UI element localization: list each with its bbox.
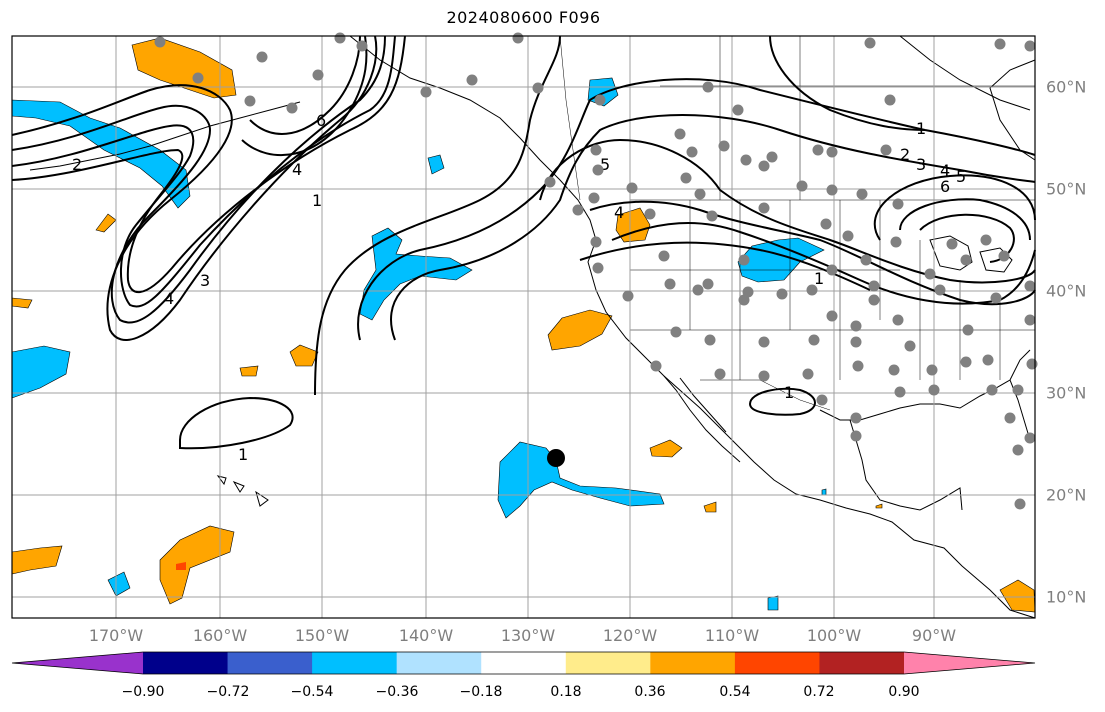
colorbar-cell bbox=[565, 652, 651, 674]
graticule bbox=[12, 36, 1035, 618]
colorbar-extend-min bbox=[12, 652, 143, 674]
contour-label: 1 bbox=[784, 383, 794, 402]
lat-label: 10°N bbox=[1046, 587, 1087, 607]
lon-label: 90°W bbox=[911, 626, 957, 645]
lon-label: 130°W bbox=[500, 626, 556, 645]
colorbar-tick-label: −0.18 bbox=[459, 684, 503, 700]
contour-label: 4 bbox=[292, 160, 302, 179]
colorbar-cell bbox=[650, 652, 736, 674]
colorbar-cell bbox=[481, 652, 567, 674]
contour-label: 2 bbox=[72, 155, 82, 174]
lon-label: 140°W bbox=[398, 626, 454, 645]
station-dots bbox=[154, 32, 1038, 510]
lon-label: 120°W bbox=[602, 626, 658, 645]
colorbar-tick-label: −0.72 bbox=[206, 684, 250, 700]
colorbar-tick-label: −0.36 bbox=[375, 684, 419, 700]
contour-label: 1 bbox=[916, 119, 926, 138]
colorbar-cell bbox=[312, 652, 398, 674]
contour-label: 3 bbox=[916, 155, 926, 174]
contour-label-group: 2 6 4 1 3 4 1 5 4 1 2 3 4 5 6 1 1 bbox=[72, 111, 966, 464]
coastlines bbox=[29, 35, 1036, 619]
colorbar-cell bbox=[734, 652, 820, 674]
colorbar-tick-label: 0.90 bbox=[888, 684, 920, 700]
colorbar-cell bbox=[396, 652, 482, 674]
positive-anomaly-shading bbox=[11, 37, 1036, 613]
contour-label: 4 bbox=[164, 289, 174, 308]
colorbar-extend-max bbox=[904, 652, 1035, 674]
colorbar-tick-label: −0.54 bbox=[290, 684, 334, 700]
contour-label: 1 bbox=[814, 269, 824, 288]
lat-label: 20°N bbox=[1046, 485, 1087, 505]
lat-label: 60°N bbox=[1046, 77, 1087, 97]
lon-label: 170°W bbox=[88, 626, 144, 645]
contour-label: 5 bbox=[600, 155, 610, 174]
colorbar-cell bbox=[143, 652, 229, 674]
contour-label: 5 bbox=[956, 167, 966, 186]
colorbar-tick-label: 0.18 bbox=[550, 684, 582, 700]
colorbar-cell bbox=[227, 652, 313, 674]
contour-label: 6 bbox=[940, 177, 950, 196]
colorbar bbox=[11, 651, 1036, 675]
colorbar-tick-label: 0.72 bbox=[803, 684, 835, 700]
contour-lines bbox=[11, 35, 1036, 450]
contour-label: 2 bbox=[900, 145, 910, 164]
contour-label: 1 bbox=[312, 191, 322, 210]
location-marker bbox=[547, 449, 565, 467]
colorbar-tick-label: −0.90 bbox=[121, 684, 165, 700]
lat-label: 40°N bbox=[1046, 281, 1087, 301]
colorbar-tick-label: 0.54 bbox=[719, 684, 751, 700]
colorbar-cell bbox=[819, 652, 905, 674]
contour-label: 4 bbox=[614, 203, 624, 222]
contour-label: 3 bbox=[200, 271, 210, 290]
contour-label: 1 bbox=[238, 445, 248, 464]
contour-label: 4 bbox=[940, 161, 950, 180]
lat-label: 30°N bbox=[1046, 383, 1087, 403]
lon-label: 110°W bbox=[704, 626, 760, 645]
lat-label: 50°N bbox=[1046, 179, 1087, 199]
contour-label: 6 bbox=[316, 111, 326, 130]
map-title: 2024080600 F096 bbox=[446, 8, 601, 27]
lon-label: 100°W bbox=[806, 626, 862, 645]
lon-label: 150°W bbox=[294, 626, 350, 645]
lon-label: 160°W bbox=[192, 626, 248, 645]
colorbar-tick-label: 0.36 bbox=[634, 684, 666, 700]
colorbar-outline bbox=[11, 651, 1036, 675]
